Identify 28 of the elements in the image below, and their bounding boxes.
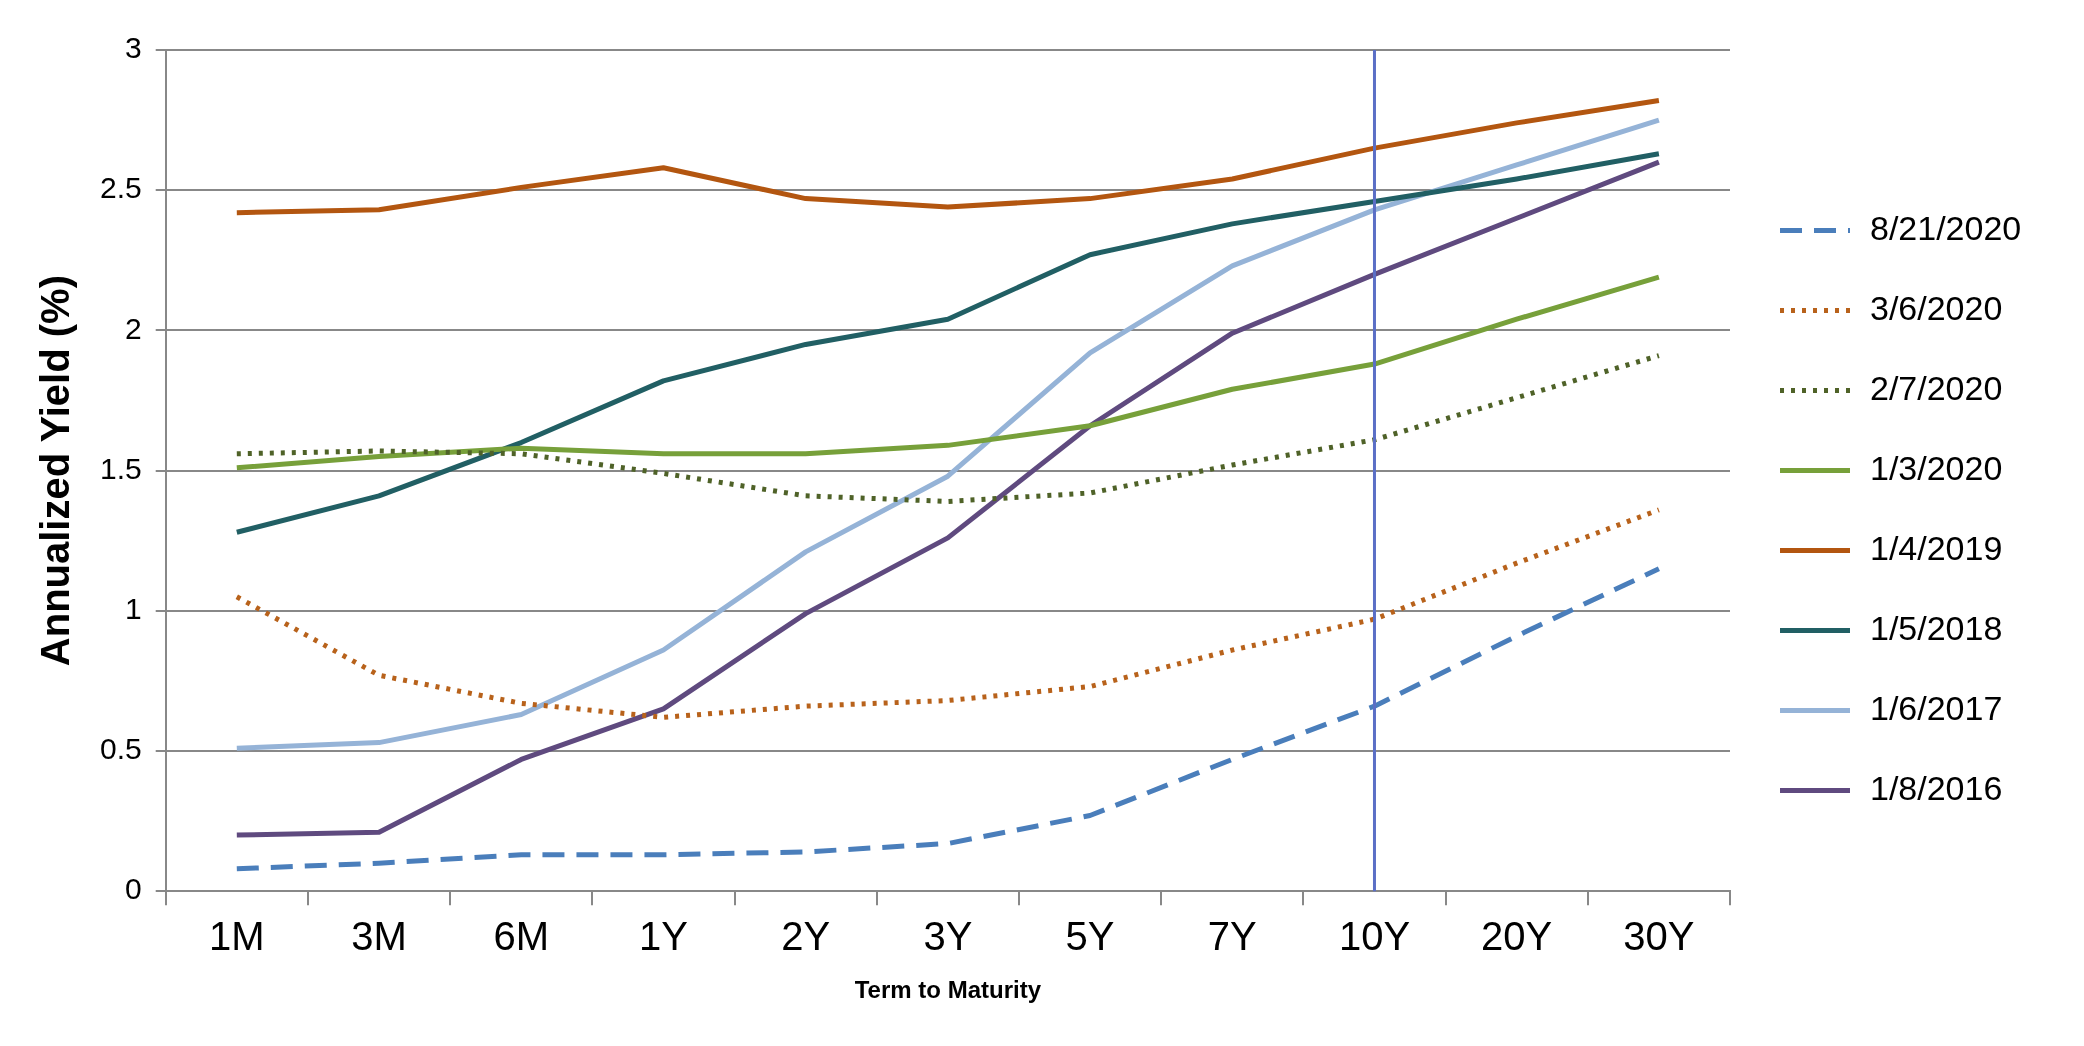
y-tick-label: 1 (125, 592, 142, 626)
x-tick-label: 2Y (781, 914, 831, 959)
y-tick-label: 2.5 (99, 171, 142, 205)
y-axis-title: Annualized Yield (%) (33, 275, 78, 667)
x-tick-label: 3Y (923, 914, 973, 959)
y-tick-label: 2 (125, 311, 142, 345)
x-tick-label: 30Y (1623, 914, 1695, 959)
y-tick-label: 0.5 (99, 732, 142, 766)
legend-label: 1/6/2017 (1870, 688, 2003, 727)
x-tick-label: 1Y (638, 914, 688, 959)
legend-label: 2/7/2020 (1870, 368, 2003, 407)
legend-label: 1/4/2019 (1870, 528, 2003, 567)
y-tick-label: 1.5 (99, 451, 142, 485)
x-axis-title: Term to Maturity (854, 976, 1042, 1004)
x-tick-label: 5Y (1065, 914, 1115, 959)
legend-label: 1/3/2020 (1870, 448, 2003, 487)
y-tick-label: 0 (125, 872, 142, 906)
legend-label: 1/8/2016 (1870, 768, 2003, 807)
x-tick-label: 6M (493, 914, 550, 959)
x-tick-label: 1M (209, 914, 265, 959)
x-tick-label: 10Y (1338, 914, 1411, 959)
x-tick-label: 20Y (1481, 914, 1553, 959)
legend-label: 1/5/2018 (1870, 608, 2003, 647)
legend-label: 3/6/2020 (1870, 288, 2003, 327)
x-tick-label: 3M (351, 914, 407, 959)
legend-label: 8/21/2020 (1870, 208, 2022, 247)
y-tick-label: 3 (125, 31, 142, 65)
x-tick-label: 7Y (1207, 914, 1257, 959)
